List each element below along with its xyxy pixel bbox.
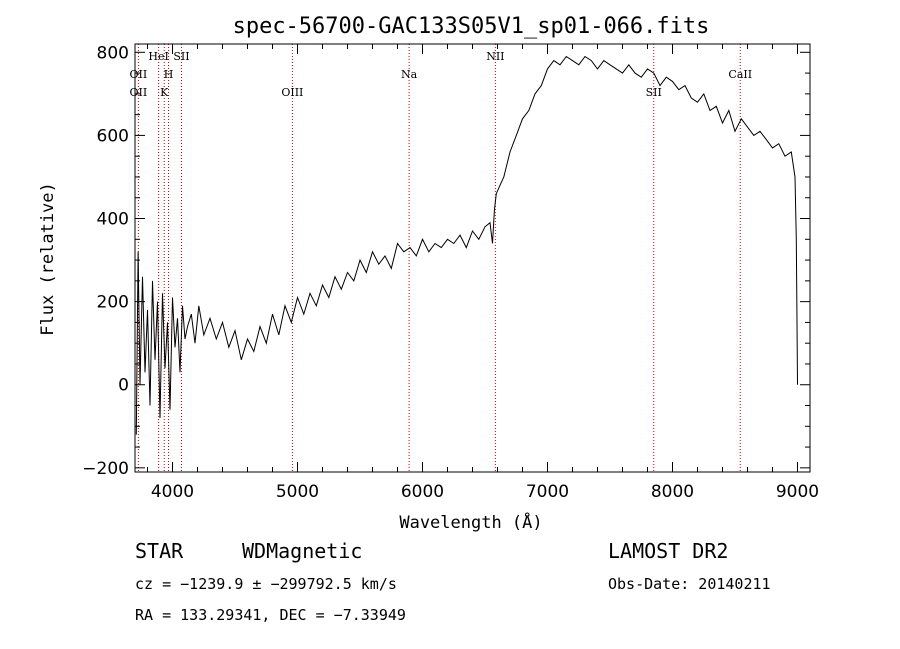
x-tick-label: 6000	[401, 482, 444, 502]
object-subclass: WDMagnetic	[242, 539, 362, 563]
y-tick-label: −200	[82, 459, 129, 479]
y-tick-label: 400	[97, 210, 129, 230]
redshift-readout: cz = −1239.9 ± −299792.5 km/s	[135, 575, 397, 593]
x-tick-label: 7000	[526, 482, 569, 502]
emission-line-label: NII	[486, 50, 504, 63]
y-axis-ticks: −200 0 200 400 600 800	[82, 43, 810, 479]
emission-line-label: HeI	[148, 50, 168, 63]
y-tick-label: 200	[97, 293, 129, 313]
x-axis-ticks: 4000 5000 6000 7000 8000 9000	[147, 44, 819, 502]
emission-lines	[137, 44, 741, 472]
object-type: STAR	[135, 539, 184, 563]
plot-area: 4000 5000 6000 7000 8000 9000 −200 0 200 400 600 8…	[82, 43, 819, 502]
y-tick-label: 800	[97, 43, 129, 63]
emission-line-label: H	[164, 68, 174, 81]
x-axis-label: Wavelength (Å)	[399, 511, 542, 533]
y-axis-label: Flux (relative)	[38, 182, 58, 336]
emission-line-label: CaII	[728, 68, 752, 81]
emission-line-label: OIII	[281, 86, 303, 99]
x-tick-label: 4000	[151, 482, 194, 502]
emission-line-label: SII	[646, 86, 662, 99]
coordinates-readout: RA = 133.29341, DEC = −7.33949	[135, 606, 406, 624]
survey-name: LAMOST DR2	[608, 539, 728, 563]
observation-date: Obs-Date: 20140211	[608, 575, 771, 593]
spectrum-series-line	[135, 55, 798, 435]
emission-line-label: OII	[130, 68, 148, 81]
emission-line-label: Na	[401, 68, 418, 81]
emission-line-label: SII	[173, 50, 189, 63]
emission-line-label: K	[160, 86, 169, 99]
x-tick-label: 8000	[651, 482, 694, 502]
y-tick-label: 600	[97, 126, 129, 146]
chart-title: spec-56700-GAC133S05V1_sp01-066.fits	[233, 14, 710, 39]
x-tick-label: 9000	[776, 482, 819, 502]
emission-line-label: OII	[130, 86, 148, 99]
x-tick-label: 5000	[276, 482, 319, 502]
y-tick-label: 0	[118, 376, 129, 396]
